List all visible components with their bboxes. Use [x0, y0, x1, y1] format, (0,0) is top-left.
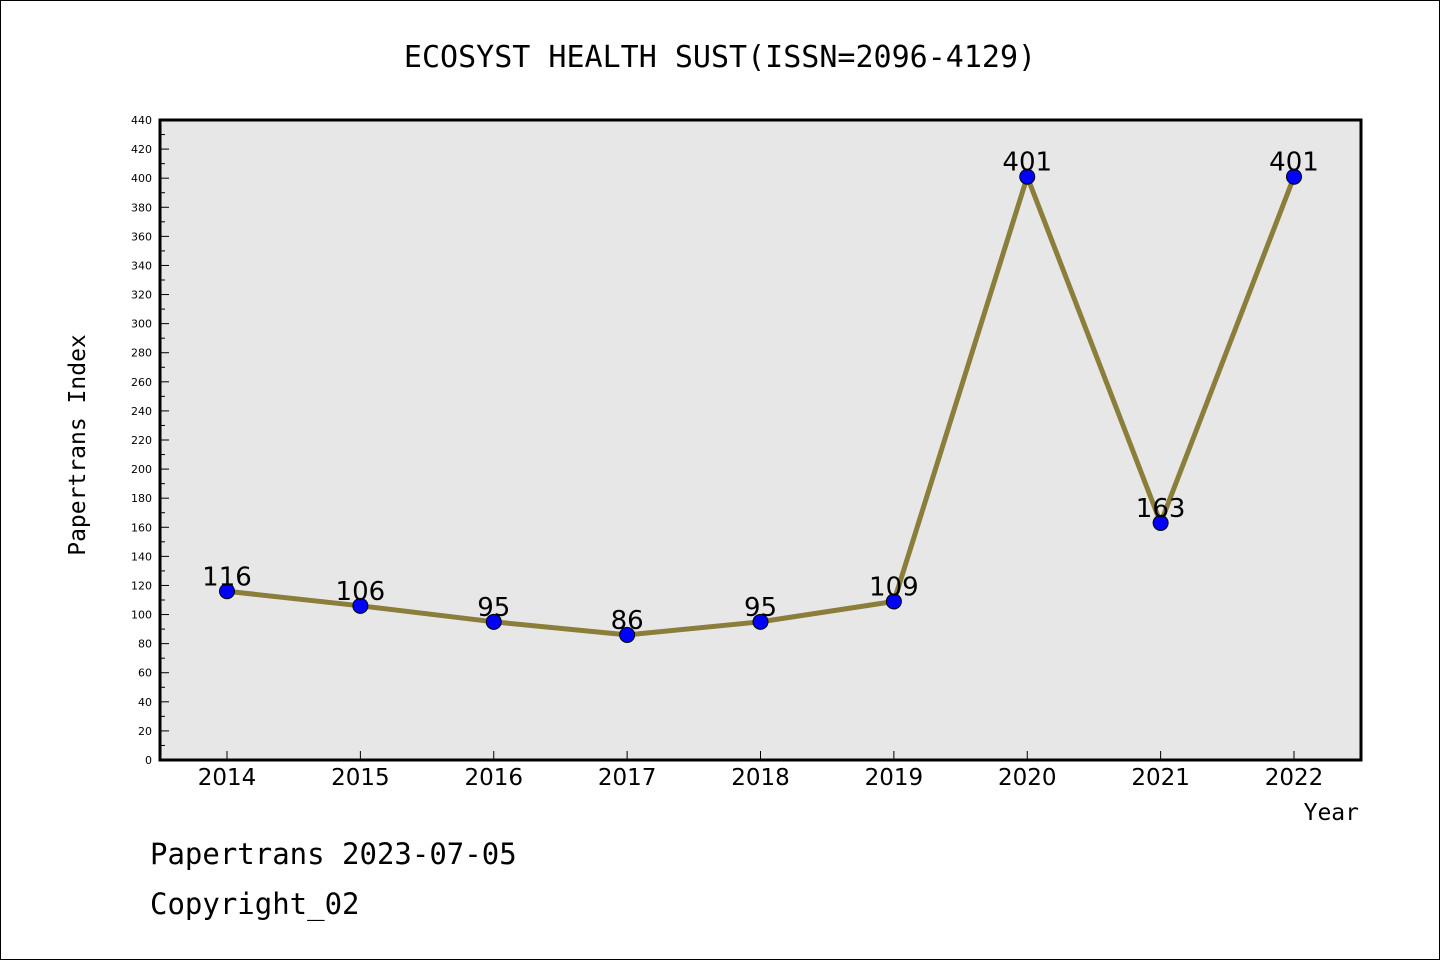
y-tick-label: 400	[131, 172, 152, 185]
y-tick-label: 60	[138, 667, 152, 680]
data-point	[485, 613, 502, 630]
x-tick-label: 2017	[598, 765, 657, 791]
plot-border	[158, 118, 1363, 762]
y-tick-label: 100	[131, 609, 152, 622]
y-tick-label: 200	[131, 463, 152, 476]
data-label: 401	[1269, 148, 1319, 178]
x-tick-label: 2021	[1131, 765, 1190, 791]
y-tick-label: 300	[131, 318, 152, 331]
y-tick-label: 360	[131, 230, 152, 243]
footer-date: Papertrans 2023-07-05	[150, 837, 517, 871]
x-tick-label: 2016	[464, 765, 523, 791]
data-label: 109	[869, 572, 919, 602]
y-tick-label: 120	[131, 579, 152, 592]
y-axis: 0 20 40 60 80 100 120 140 160 180 200 220 240 260 280 3…	[131, 114, 169, 767]
data-label: 86	[611, 606, 644, 636]
x-tick-label: 2019	[865, 765, 924, 791]
data-point	[219, 583, 235, 600]
y-tick-label: 260	[131, 376, 152, 389]
x-axis-label: Year	[1304, 800, 1359, 826]
x-axis: 2014 2015 2016 2017 2018 2019 2020 2021 2022	[198, 751, 1324, 791]
data-point	[352, 597, 369, 614]
footer-copyright: Copyright_02	[150, 887, 360, 922]
data-point	[752, 613, 769, 630]
x-tick-label: 2014	[198, 765, 257, 791]
data-point	[1286, 168, 1302, 185]
data-point	[1019, 168, 1036, 185]
data-label: 401	[1002, 148, 1052, 178]
y-tick-label: 80	[138, 638, 152, 651]
data-label: 116	[202, 562, 252, 592]
data-point	[885, 593, 902, 610]
y-tick-label: 420	[131, 143, 152, 156]
x-tick-label: 2015	[331, 765, 390, 791]
data-point	[1152, 514, 1169, 531]
data-labels: 116 106 95 86 95 109 401 163 401	[202, 148, 1319, 636]
plot-area	[160, 120, 1361, 760]
data-label: 163	[1136, 494, 1186, 524]
data-label: 95	[477, 593, 510, 623]
y-tick-label: 20	[138, 725, 152, 738]
y-tick-label: 240	[131, 405, 152, 418]
chart-title: ECOSYST HEALTH SUST(ISSN=2096-4129)	[404, 40, 1036, 75]
y-tick-label: 160	[131, 521, 152, 534]
x-tick-label: 2020	[998, 765, 1057, 791]
y-tick-label: 440	[131, 114, 152, 127]
y-tick-label: 280	[131, 347, 152, 360]
data-label: 106	[336, 577, 386, 607]
y-tick-label: 180	[131, 492, 152, 505]
y-tick-label: 140	[131, 550, 152, 563]
y-tick-label: 340	[131, 259, 152, 272]
y-tick-label: 0	[145, 754, 152, 767]
data-point	[619, 626, 636, 643]
data-label: 95	[744, 593, 777, 623]
y-tick-label: 220	[131, 434, 152, 447]
x-tick-label: 2022	[1265, 765, 1324, 791]
y-tick-label: 40	[138, 696, 152, 709]
y-tick-label: 380	[131, 201, 152, 214]
y-axis-label: Papertrans Index	[65, 334, 91, 556]
series-markers	[219, 168, 1302, 643]
x-tick-label: 2018	[731, 765, 790, 791]
y-tick-label: 320	[131, 289, 152, 302]
